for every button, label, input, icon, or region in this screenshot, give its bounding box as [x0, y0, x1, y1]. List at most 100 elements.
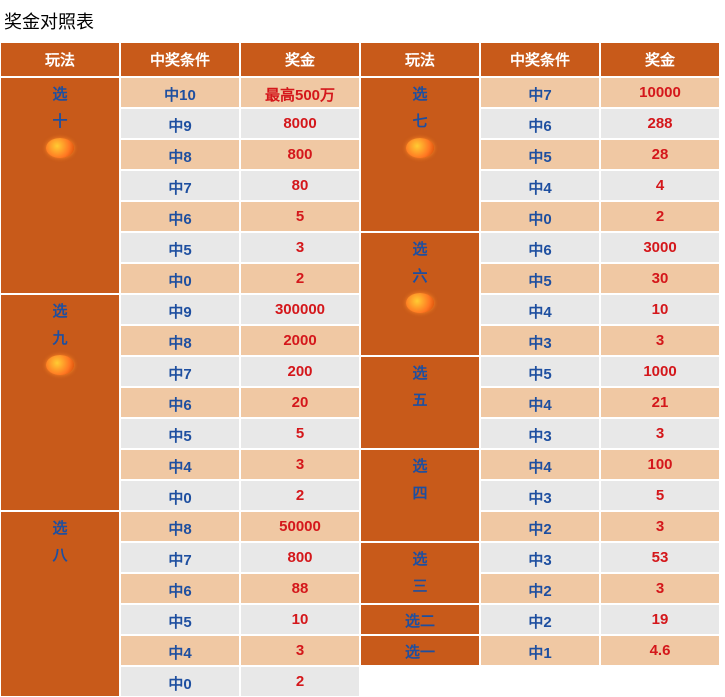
prize-amount-cell: 3000	[600, 232, 720, 263]
prize-amount-cell: 4	[600, 170, 720, 201]
play-type-label: 八	[52, 545, 67, 566]
prize-amount-cell: 800	[240, 542, 360, 573]
play-type-label: 选二	[405, 611, 435, 632]
win-condition-cell: 中7	[480, 77, 600, 108]
win-condition-cell: 中4	[480, 294, 600, 325]
win-condition-cell: 中7	[120, 356, 240, 387]
prize-amount-cell: 8000	[240, 108, 360, 139]
play-type-label: 选	[412, 456, 427, 477]
prize-amount-cell: 3	[600, 573, 720, 604]
win-condition-cell: 中7	[120, 542, 240, 573]
prize-amount-cell: 2	[240, 666, 360, 697]
prize-amount-cell: 10	[240, 604, 360, 635]
lottery-ball-icon	[46, 138, 74, 158]
play-type-cell: 选二	[360, 604, 480, 635]
win-condition-cell: 中8	[120, 511, 240, 542]
win-condition-cell: 中6	[120, 573, 240, 604]
prize-table: 玩法 选十选九选八 中奖条件 中10中9中8中7中6中5中0中9中8中7中6中5…	[0, 42, 725, 697]
win-condition-cell: 中8	[120, 325, 240, 356]
prize-amount-cell: 1000	[600, 356, 720, 387]
play-type-cell: 选五	[360, 356, 480, 449]
prize-amount-cell: 21	[600, 387, 720, 418]
lottery-ball-icon	[46, 355, 74, 375]
header-play-right: 玩法	[360, 42, 480, 77]
prize-amount-cell: 30	[600, 263, 720, 294]
win-condition-cell: 中0	[120, 666, 240, 697]
header-cond-right: 中奖条件	[480, 42, 600, 77]
play-type-cell: 选七	[360, 77, 480, 232]
win-condition-cell: 中3	[480, 542, 600, 573]
play-type-label: 五	[412, 390, 427, 411]
win-condition-cell: 中9	[120, 108, 240, 139]
lottery-ball-icon	[406, 138, 434, 158]
header-prize-left: 奖金	[240, 42, 360, 77]
header-prize-right: 奖金	[600, 42, 720, 77]
win-condition-cell: 中9	[120, 294, 240, 325]
win-condition-cell: 中1	[480, 635, 600, 666]
play-type-cell: 选十	[0, 77, 120, 294]
play-type-label: 选	[52, 518, 67, 539]
left-cond-col: 中奖条件 中10中9中8中7中6中5中0中9中8中7中6中5中4中0中8中7中6…	[120, 42, 240, 697]
play-type-label: 九	[52, 328, 67, 349]
lottery-ball-icon	[406, 293, 434, 313]
win-condition-cell: 中8	[120, 139, 240, 170]
left-play-col: 玩法 选十选九选八	[0, 42, 120, 697]
play-type-label: 三	[412, 576, 427, 597]
prize-amount-cell: 5	[240, 418, 360, 449]
play-type-cell: 选八	[0, 511, 120, 697]
prize-amount-cell: 3	[600, 511, 720, 542]
win-condition-cell: 中0	[480, 201, 600, 232]
win-condition-cell: 中4	[120, 449, 240, 480]
win-condition-cell: 中10	[120, 77, 240, 108]
win-condition-cell: 中7	[120, 170, 240, 201]
win-condition-cell: 中4	[480, 449, 600, 480]
win-condition-cell: 中5	[120, 418, 240, 449]
play-type-label: 选	[412, 84, 427, 105]
play-type-cell: 选四	[360, 449, 480, 542]
play-type-label: 十	[52, 111, 67, 132]
win-condition-cell: 中5	[480, 139, 600, 170]
prize-amount-cell: 最高500万	[240, 77, 360, 108]
prize-amount-cell: 288	[600, 108, 720, 139]
win-condition-cell: 中4	[120, 635, 240, 666]
prize-amount-cell: 3	[240, 449, 360, 480]
win-condition-cell: 中3	[480, 418, 600, 449]
prize-amount-cell: 100	[600, 449, 720, 480]
play-type-label: 七	[412, 111, 427, 132]
prize-amount-cell: 20	[240, 387, 360, 418]
prize-amount-cell: 80	[240, 170, 360, 201]
prize-amount-cell: 50000	[240, 511, 360, 542]
play-type-label: 选	[412, 363, 427, 384]
play-type-cell: 选六	[360, 232, 480, 356]
prize-amount-cell: 800	[240, 139, 360, 170]
play-type-label: 选	[52, 301, 67, 322]
right-play-col: 玩法 选七选六选五选四选三选二选一	[360, 42, 480, 697]
prize-amount-cell: 5	[600, 480, 720, 511]
play-type-cell: 选一	[360, 635, 480, 666]
prize-amount-cell: 10	[600, 294, 720, 325]
play-type-label: 四	[412, 483, 427, 504]
win-condition-cell: 中6	[120, 201, 240, 232]
prize-amount-cell: 88	[240, 573, 360, 604]
win-condition-cell: 中5	[120, 604, 240, 635]
prize-amount-cell: 3	[600, 418, 720, 449]
win-condition-cell: 中4	[480, 170, 600, 201]
prize-amount-cell: 2	[240, 263, 360, 294]
play-type-cell: 选九	[0, 294, 120, 511]
win-condition-cell: 中2	[480, 573, 600, 604]
header-cond-left: 中奖条件	[120, 42, 240, 77]
right-prize-col: 奖金 1000028828423000301031000213100535331…	[600, 42, 720, 697]
prize-amount-cell: 4.6	[600, 635, 720, 666]
play-type-label: 选	[412, 239, 427, 260]
win-condition-cell: 中6	[480, 108, 600, 139]
win-condition-cell: 中5	[120, 232, 240, 263]
prize-amount-cell: 3	[240, 232, 360, 263]
win-condition-cell: 中3	[480, 325, 600, 356]
play-type-label: 选一	[405, 642, 435, 663]
play-type-label: 选	[412, 549, 427, 570]
win-condition-cell: 中0	[120, 480, 240, 511]
prize-amount-cell: 300000	[240, 294, 360, 325]
prize-amount-cell: 3	[240, 635, 360, 666]
prize-amount-cell: 3	[600, 325, 720, 356]
play-type-label: 六	[412, 266, 427, 287]
